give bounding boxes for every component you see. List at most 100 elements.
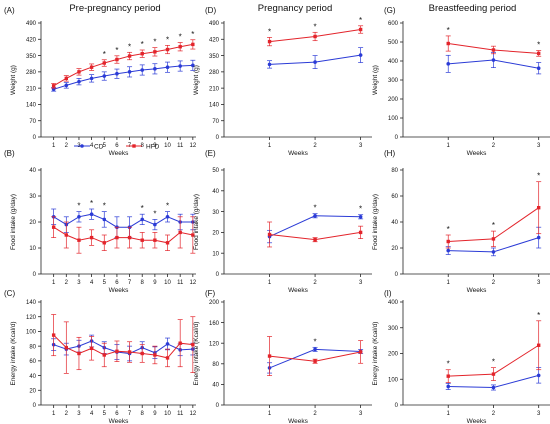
data-point [89, 346, 94, 351]
data-point [267, 62, 272, 67]
panel-label: (G) [384, 6, 396, 15]
y-tick-label: 40 [391, 220, 398, 226]
data-point [178, 64, 182, 68]
x-tick-label: 8 [141, 280, 145, 286]
x-tick-label: 2 [313, 280, 317, 286]
x-tick-label: 2 [65, 411, 69, 417]
data-point [51, 225, 56, 229]
data-point [89, 65, 94, 69]
significance-marker: * [492, 358, 495, 367]
series-hfd [445, 35, 542, 57]
y-tick-label: 10 [212, 251, 219, 257]
y-axis-title: Energy intake (Kcal/d) [10, 322, 17, 386]
y-tick-label: 50 [212, 168, 219, 174]
x-tick-label: 4 [90, 280, 94, 286]
x-tick-label: 7 [128, 280, 132, 286]
panel-g: (G) 0 100 200 300 400 500 600 1 2 3 Weeks Weight (g)… [372, 6, 550, 157]
data-point [267, 39, 272, 44]
y-tick-label: 0 [216, 135, 220, 141]
y-tick-label: 160 [209, 321, 220, 327]
data-point [536, 66, 541, 71]
legend-label-cd: CD [94, 144, 104, 151]
y-tick-label: 400 [388, 300, 399, 306]
y-tick-label: 30 [212, 210, 219, 216]
data-point [64, 83, 69, 88]
x-tick-label: 2 [65, 280, 69, 286]
significance-marker: * [103, 202, 106, 211]
data-point [77, 238, 81, 242]
x-tick-label: 3 [77, 411, 81, 417]
significance-marker: * [447, 360, 450, 369]
y-axis-title: Food intake (g/day) [193, 194, 200, 250]
y-tick-label: 120 [26, 315, 37, 321]
col-title-pregnancy: Pregnancy period [257, 3, 333, 14]
panel-label: (H) [384, 149, 395, 158]
x-tick-label: 6 [115, 280, 119, 286]
x-tick-label: 3 [537, 143, 541, 149]
data-point [127, 54, 132, 58]
data-point [358, 350, 363, 354]
data-point [77, 70, 81, 74]
panel-i: (I) 0 100 200 300 400 1 2 3 Weeks Energy intake (K… [372, 289, 550, 424]
panel-label: (C) [4, 289, 15, 298]
panel-label: (F) [205, 289, 216, 298]
y-tick-label: 30 [29, 194, 36, 200]
data-point [491, 58, 496, 62]
y-tick-label: 140 [209, 103, 220, 109]
y-tick-label: 100 [388, 377, 399, 383]
x-tick-label: 12 [189, 411, 196, 417]
y-tick-label: 80 [212, 362, 219, 368]
series-line [53, 226, 193, 244]
data-point [446, 62, 451, 66]
x-axis-title: Weeks [109, 418, 129, 424]
x-tick-label: 5 [103, 411, 107, 417]
series-line [53, 340, 193, 355]
x-tick-label: 9 [153, 280, 157, 286]
data-point [191, 63, 195, 68]
data-point [178, 230, 182, 235]
data-point [165, 47, 170, 52]
y-tick-label: 0 [395, 403, 399, 409]
significance-marker: * [492, 221, 495, 230]
significance-marker: * [153, 38, 156, 47]
data-point [64, 345, 69, 350]
significance-marker: * [537, 172, 540, 181]
data-point [127, 350, 132, 354]
data-point [178, 45, 182, 49]
x-tick-label: 3 [359, 143, 363, 149]
y-axis-title: Weight (g) [372, 65, 379, 95]
y-tick-label: 350 [209, 54, 220, 60]
data-point [358, 215, 363, 219]
significance-marker: * [77, 202, 80, 211]
x-axis-title: Weeks [109, 287, 129, 294]
data-point [153, 50, 157, 54]
data-point [89, 235, 94, 240]
data-point [115, 235, 119, 240]
x-axis-title: Weeks [288, 287, 308, 294]
data-point [313, 60, 317, 64]
x-tick-label: 3 [537, 411, 541, 417]
x-tick-label: 3 [537, 280, 541, 286]
x-axis-title: Weeks [467, 418, 487, 424]
panel-label: (B) [4, 149, 15, 158]
y-axis-title: Weight (g) [193, 65, 200, 95]
data-point [102, 74, 107, 78]
data-point [51, 333, 56, 337]
panel-label: (E) [205, 149, 216, 158]
y-tick-label: 490 [209, 21, 220, 27]
y-tick-label: 40 [29, 168, 36, 174]
panel-a: (A)070140210280350420490123456789101112W… [4, 6, 197, 157]
x-tick-label: 11 [177, 411, 184, 417]
x-tick-label: 2 [492, 411, 496, 417]
y-tick-label: 10 [29, 246, 36, 252]
data-point [140, 351, 144, 356]
y-tick-label: 210 [209, 86, 220, 92]
x-tick-label: 1 [447, 411, 451, 417]
x-tick-label: 1 [268, 143, 272, 149]
data-point [115, 349, 119, 353]
data-point [115, 71, 119, 76]
significance-marker: * [103, 50, 106, 59]
data-point [140, 217, 145, 222]
